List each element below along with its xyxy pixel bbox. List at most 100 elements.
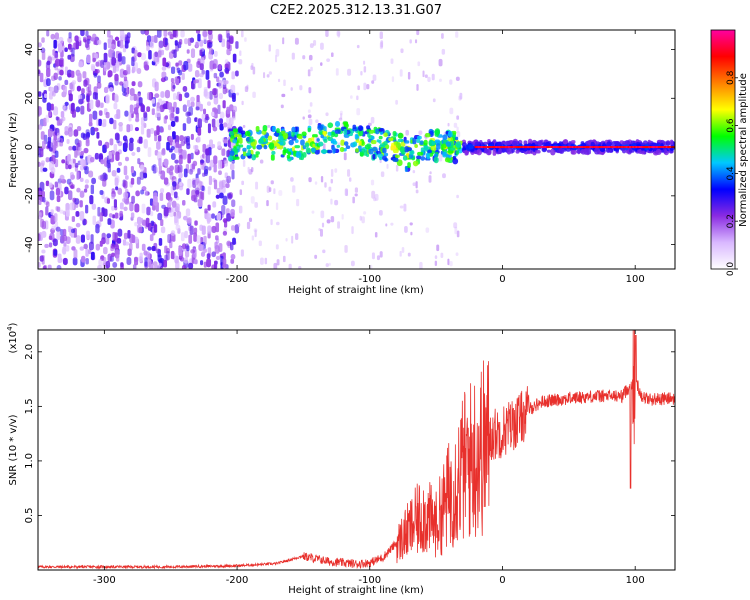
- heatmap-cell: [184, 230, 188, 239]
- heatmap-cell: [275, 202, 279, 211]
- heatmap-cell: [211, 213, 215, 219]
- heatmap-cell: [182, 149, 187, 160]
- heatmap-cell: [48, 182, 53, 188]
- heatmap-cell: [219, 118, 223, 124]
- heatmap-cell: [82, 218, 86, 226]
- heatmap-cell: [62, 104, 66, 110]
- spectrogram-frame: [37, 29, 676, 270]
- heatmap-cell: [147, 222, 152, 231]
- heatmap-cell: [372, 154, 376, 160]
- heatmap-cell: [336, 144, 341, 148]
- heatmap-cell: [60, 111, 65, 118]
- colorbar-gradient: [710, 29, 736, 270]
- heatmap-cell: [345, 145, 351, 149]
- heatmap-cell: [456, 115, 460, 120]
- heatmap-cell: [223, 159, 229, 164]
- heatmap-cell: [322, 130, 327, 137]
- heatmap-cell: [107, 218, 112, 225]
- heatmap-cell: [366, 125, 371, 130]
- heatmap-cell: [38, 69, 41, 75]
- heatmap-cell: [663, 149, 668, 154]
- heatmap-cell: [175, 107, 180, 115]
- heatmap-cell: [252, 66, 256, 75]
- heatmap-cell: [175, 141, 180, 148]
- heatmap-cell: [193, 79, 197, 84]
- heatmap-cell: [226, 240, 232, 247]
- heatmap-cell: [197, 198, 203, 208]
- heatmap-cell: [174, 116, 179, 122]
- heatmap-cell: [76, 149, 80, 156]
- heatmap-cell: [344, 121, 348, 127]
- heatmap-cell: [335, 121, 341, 127]
- heatmap-cell: [250, 141, 256, 147]
- heatmap-cell: [378, 128, 384, 132]
- heatmap-cell: [199, 39, 204, 47]
- heatmap-cell: [103, 208, 108, 217]
- heatmap-cell: [507, 148, 511, 155]
- heatmap-cell: [412, 137, 417, 145]
- heatmap-cell: [195, 41, 199, 48]
- heatmap-cell: [194, 69, 200, 78]
- heatmap-cell: [278, 190, 283, 196]
- heatmap-cell: [95, 243, 100, 251]
- heatmap-cell: [222, 195, 228, 206]
- heatmap-cell: [222, 230, 228, 236]
- heatmap-cell: [123, 180, 128, 189]
- heatmap-cell: [334, 129, 341, 134]
- heatmap-cell: [140, 164, 145, 172]
- heatmap-cell: [212, 126, 218, 132]
- heatmap-cell: [308, 177, 312, 183]
- heatmap-cell: [221, 204, 226, 215]
- heatmap-cell: [66, 155, 71, 165]
- heatmap-cell: [179, 135, 185, 142]
- heatmap-cell: [288, 139, 294, 146]
- heatmap-cell: [227, 122, 231, 128]
- heatmap-cell: [219, 111, 225, 119]
- heatmap-cell: [356, 95, 359, 101]
- heatmap-cell: [187, 178, 192, 188]
- heatmap-cell: [420, 156, 426, 161]
- heatmap-cell: [39, 181, 45, 192]
- heatmap-cell: [71, 246, 76, 251]
- bottom-x-tick-label: 0: [499, 575, 505, 586]
- heatmap-cell: [371, 190, 376, 199]
- heatmap-cell: [206, 258, 212, 268]
- heatmap-cell: [288, 131, 292, 137]
- heatmap-cell: [170, 120, 176, 127]
- heatmap-cell: [218, 92, 224, 100]
- heatmap-cell: [326, 58, 331, 62]
- heatmap-cell: [199, 103, 203, 112]
- heatmap-cell: [118, 122, 124, 127]
- heatmap-cell: [424, 133, 431, 138]
- heatmap-cell: [123, 232, 128, 240]
- heatmap-cell: [158, 50, 162, 58]
- heatmap-cell: [195, 106, 200, 111]
- heatmap-cell: [160, 91, 165, 98]
- heatmap-cell: [571, 149, 577, 155]
- heatmap-cell: [200, 251, 206, 257]
- heatmap-cell: [111, 205, 115, 211]
- heatmap-cell: [238, 205, 243, 214]
- heatmap-cell: [67, 73, 72, 78]
- top-y-tick-label: 20: [24, 92, 35, 105]
- heatmap-cell: [102, 178, 107, 187]
- heatmap-cell: [351, 226, 354, 235]
- heatmap-cell: [363, 82, 367, 91]
- heatmap-cell: [320, 210, 325, 219]
- heatmap-cell: [285, 237, 288, 242]
- heatmap-cell: [399, 205, 404, 209]
- heatmap-cell: [50, 209, 54, 215]
- heatmap-cell: [158, 258, 163, 264]
- heatmap-cell: [215, 255, 221, 261]
- heatmap-cell: [154, 131, 158, 142]
- heatmap-cell: [484, 148, 489, 154]
- heatmap-cell: [196, 235, 201, 244]
- heatmap-cell: [137, 81, 143, 88]
- heatmap-cell: [44, 243, 49, 248]
- heatmap-cell: [96, 132, 100, 139]
- heatmap-cell: [189, 168, 193, 175]
- heatmap-cell: [268, 44, 271, 52]
- heatmap-cell: [441, 33, 444, 39]
- heatmap-cell: [337, 221, 341, 229]
- heatmap-cell: [276, 259, 280, 266]
